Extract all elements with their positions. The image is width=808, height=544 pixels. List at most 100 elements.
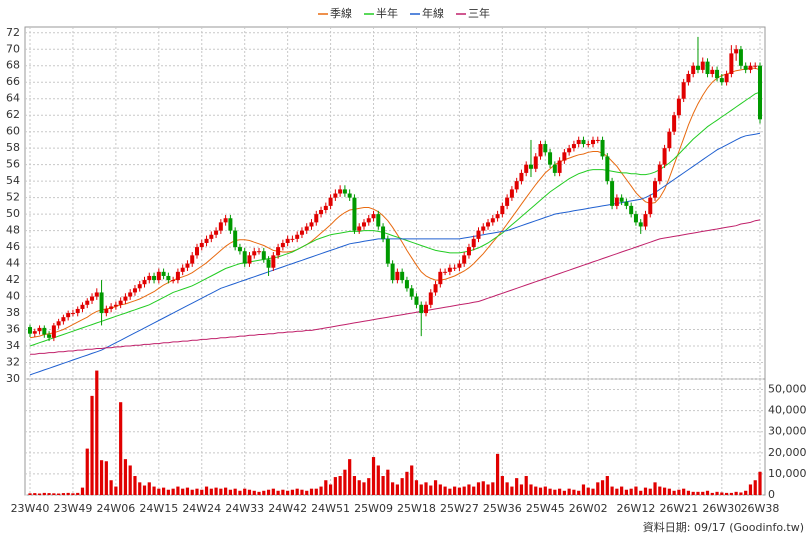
volume-bar: [128, 465, 132, 495]
volume-bar: [429, 485, 433, 495]
x-tick-label: 26W02: [569, 502, 608, 515]
volume-tick-label: 20,000: [768, 446, 807, 459]
volume-bar: [615, 488, 619, 495]
y-tick-label: 34: [6, 339, 20, 352]
candle-body: [638, 222, 643, 227]
volume-bar: [95, 370, 99, 495]
candle-body: [199, 242, 204, 248]
volume-bar: [505, 482, 509, 495]
volume-bar: [204, 486, 209, 495]
x-tick-label: 24W42: [268, 502, 307, 515]
candle-body: [190, 255, 195, 264]
volume-bar: [758, 471, 762, 495]
volume-bar: [462, 486, 466, 495]
volume-bar: [133, 476, 137, 495]
candle-body: [47, 334, 52, 338]
y-tick-label: 42: [6, 273, 20, 286]
candle-body: [152, 275, 157, 281]
candle-body: [505, 197, 510, 206]
volume-bar: [620, 486, 624, 495]
volume-bar: [37, 493, 42, 495]
volume-bar: [295, 488, 299, 495]
x-tick-label: 25W09: [354, 502, 393, 515]
volume-bar: [610, 486, 614, 495]
volume-bar: [290, 489, 295, 495]
x-tick-label: 24W51: [311, 502, 350, 515]
volume-bar: [176, 486, 180, 495]
volume-bar: [262, 490, 266, 495]
volume-bar: [691, 491, 695, 495]
candle-body: [94, 292, 99, 297]
x-tick-label: 25W36: [483, 502, 522, 515]
candle-body: [371, 214, 376, 219]
volume-bar: [243, 488, 247, 495]
ma-line: [29, 91, 761, 347]
candle-body: [552, 164, 557, 173]
candle-body: [128, 292, 133, 297]
candle-body: [381, 226, 386, 239]
candle-body: [280, 242, 285, 248]
volume-bar: [753, 480, 757, 495]
candle-body: [452, 267, 457, 269]
volume-bar: [357, 480, 361, 495]
candle-body: [166, 275, 171, 281]
volume-bar: [577, 490, 581, 495]
volume-bar: [481, 481, 485, 495]
candle-body: [614, 197, 619, 206]
volume-bar: [662, 487, 667, 495]
volume-bar: [677, 489, 681, 495]
y-tick-label: 44: [6, 257, 20, 270]
candle-body: [681, 82, 686, 99]
volume-bar: [391, 482, 395, 495]
volume-bar: [228, 489, 232, 495]
y-tick-label: 50: [6, 207, 20, 220]
volume-bar: [715, 491, 719, 495]
volume-bar: [338, 476, 342, 495]
volume-bar: [543, 486, 547, 495]
y-tick-label: 68: [6, 59, 20, 72]
volume-bar: [524, 476, 528, 495]
candle-body: [404, 280, 409, 289]
candle-body: [266, 259, 271, 268]
volume-bar: [352, 476, 357, 495]
candle-body: [591, 139, 596, 145]
volume-bar: [343, 469, 347, 495]
candle-body: [99, 292, 104, 314]
candle-body: [314, 214, 319, 223]
volume-bar: [157, 488, 161, 495]
volume-bar: [658, 486, 662, 495]
volume-tick-label: 30,000: [768, 425, 807, 438]
candle-body: [667, 131, 672, 149]
x-tick-label: 26W30: [702, 502, 741, 515]
volume-bar: [667, 488, 671, 495]
volume-bar: [529, 484, 533, 495]
ma-line: [29, 132, 761, 376]
legend-label: 三年: [468, 6, 490, 20]
y-tick-label: 64: [6, 92, 20, 105]
y-tick-label: 52: [6, 191, 20, 204]
candle-body: [32, 331, 37, 334]
candle-body: [433, 284, 438, 293]
candle-body: [104, 308, 109, 314]
y-tick-label: 54: [6, 174, 20, 187]
volume-bar: [476, 482, 481, 495]
candle-body: [538, 144, 543, 157]
volume-bar: [271, 488, 275, 495]
volume-bar: [558, 488, 562, 495]
volume-bar: [152, 486, 156, 495]
volume-bar: [76, 492, 80, 495]
volume-bar: [266, 489, 271, 495]
volume-bar: [47, 493, 51, 495]
candle-body: [352, 197, 357, 231]
legend-label: 季線: [330, 6, 352, 20]
candle-body: [710, 69, 715, 74]
candle-body: [676, 98, 681, 116]
volume-bar: [305, 490, 309, 495]
candle-body: [233, 230, 238, 248]
volume-bar: [405, 471, 409, 495]
volume-bar: [515, 478, 519, 495]
candle-body: [323, 205, 328, 211]
volume-bar: [252, 490, 256, 495]
candle-body: [194, 247, 199, 256]
